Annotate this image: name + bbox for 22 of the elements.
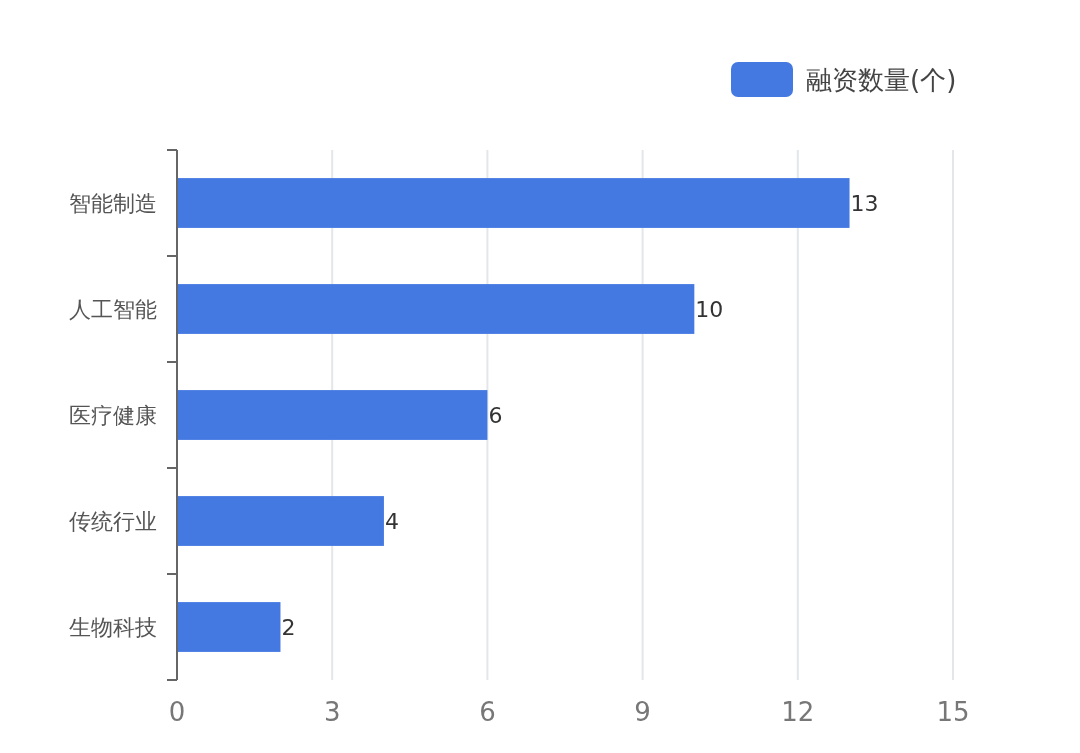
bar bbox=[177, 602, 281, 652]
x-tick-label: 15 bbox=[936, 697, 970, 728]
y-tick-label: 生物科技 bbox=[69, 614, 157, 640]
bar bbox=[177, 390, 488, 440]
y-tick-label: 智能制造 bbox=[69, 190, 157, 216]
bar bbox=[177, 284, 695, 334]
x-tick-label: 3 bbox=[323, 697, 341, 728]
legend-label: 融资数量(个) bbox=[806, 64, 957, 95]
data-label: 4 bbox=[384, 508, 399, 534]
data-label: 13 bbox=[850, 190, 879, 216]
data-label: 10 bbox=[695, 296, 724, 322]
x-tick-label: 12 bbox=[781, 697, 815, 728]
y-tick-label: 医疗健康 bbox=[69, 402, 157, 428]
bar bbox=[177, 496, 384, 546]
data-label: 6 bbox=[488, 402, 503, 428]
x-tick-label: 6 bbox=[479, 697, 496, 728]
bar bbox=[177, 178, 850, 228]
data-label: 2 bbox=[281, 614, 296, 640]
y-tick-label: 人工智能 bbox=[69, 296, 157, 322]
x-tick-label: 9 bbox=[634, 697, 651, 728]
y-tick-label: 传统行业 bbox=[69, 508, 157, 534]
x-tick-label: 0 bbox=[168, 697, 186, 728]
